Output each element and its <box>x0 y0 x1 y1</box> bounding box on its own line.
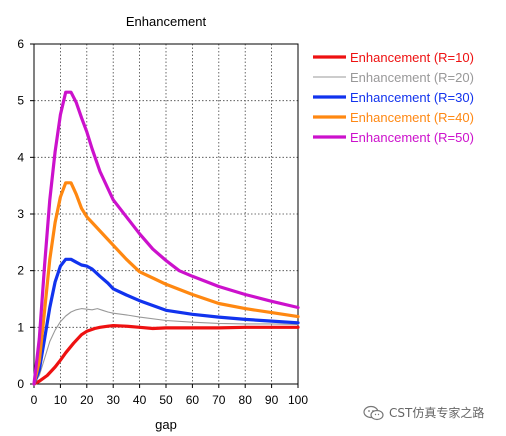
series-line <box>32 181 300 386</box>
x-tick-label: 50 <box>159 393 173 407</box>
grid-lines <box>34 44 298 384</box>
legend-label: Enhancement (R=40) <box>350 110 474 125</box>
legend-label: Enhancement (R=30) <box>350 90 474 105</box>
y-tick-label: 5 <box>17 94 24 108</box>
series-line <box>32 257 300 386</box>
series-line <box>33 308 299 385</box>
y-tick-label: 6 <box>17 37 24 51</box>
y-tick-label: 2 <box>17 264 24 278</box>
x-tick-label: 100 <box>288 393 308 407</box>
wechat-icon <box>363 405 384 420</box>
x-tick-label: 0 <box>31 393 38 407</box>
x-tick-label: 70 <box>212 393 226 407</box>
x-axis-label: gap <box>155 417 177 432</box>
x-tick-label: 10 <box>54 393 68 407</box>
x-tick-label: 20 <box>80 393 94 407</box>
y-tick-label: 4 <box>17 150 24 164</box>
watermark-text: CST仿真专家之路 <box>389 406 485 420</box>
x-tick-label: 40 <box>133 393 147 407</box>
legend-label: Enhancement (R=20) <box>350 70 474 85</box>
y-tick-label: 1 <box>17 320 24 334</box>
legend-label: Enhancement (R=10) <box>350 50 474 65</box>
y-tick-label: 0 <box>17 377 24 391</box>
legend: Enhancement (R=10) Enhancement (R=20) Enha… <box>313 50 474 145</box>
series-line <box>32 324 300 386</box>
x-tick-label: 30 <box>107 393 121 407</box>
series-line <box>32 90 300 386</box>
watermark: CST仿真专家之路 <box>363 404 484 421</box>
y-tick-label: 3 <box>17 207 24 221</box>
axes: 0 10 20 30 40 50 60 70 80 90 100 0 1 2 3 4 5 6 <box>17 37 308 407</box>
x-tick-label: 80 <box>239 393 253 407</box>
legend-label: Enhancement (R=50) <box>350 130 474 145</box>
series-lines <box>32 90 300 386</box>
chart-title: Enhancement <box>126 14 207 29</box>
x-tick-label: 90 <box>265 393 279 407</box>
x-tick-label: 60 <box>186 393 200 407</box>
